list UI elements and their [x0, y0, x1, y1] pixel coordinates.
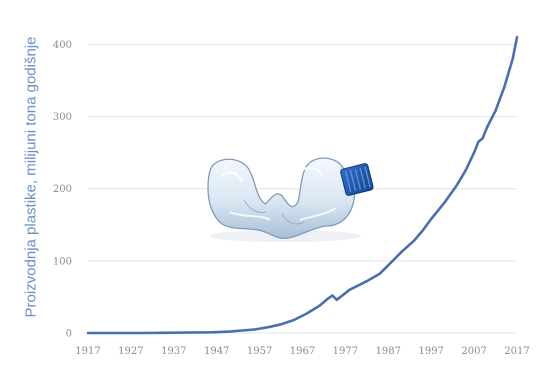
plastic-bottle-icon	[207, 157, 374, 242]
x-tick-labels: 1917 1927 1937 1947 1957 1967 1977 1987 1997 2007…	[75, 346, 529, 357]
y-tick-label: 100	[53, 256, 72, 267]
x-tick-label: 1997	[418, 346, 443, 357]
x-tick-label: 1977	[333, 346, 358, 357]
production-line	[86, 35, 519, 335]
x-tick-label: 1927	[118, 346, 143, 357]
x-tick-label: 1957	[247, 346, 272, 357]
y-tick-label: 300	[53, 112, 72, 123]
y-axis-label: Proizvodnja plastike, milijuni tona godi…	[22, 36, 40, 318]
x-tick-label: 1917	[75, 346, 100, 357]
x-tick-label: 2007	[461, 346, 486, 357]
x-tick-label: 1947	[204, 346, 229, 357]
y-tick-label: 0	[66, 329, 72, 340]
x-tick-label: 1967	[290, 346, 315, 357]
x-tick-label: 2017	[504, 346, 529, 357]
y-tick-labels: 0 100 200 300 400	[53, 40, 72, 340]
x-tick-label: 1937	[161, 346, 186, 357]
y-tick-label: 200	[53, 184, 72, 195]
x-tick-label: 1987	[376, 346, 401, 357]
y-tick-label: 400	[53, 40, 72, 51]
